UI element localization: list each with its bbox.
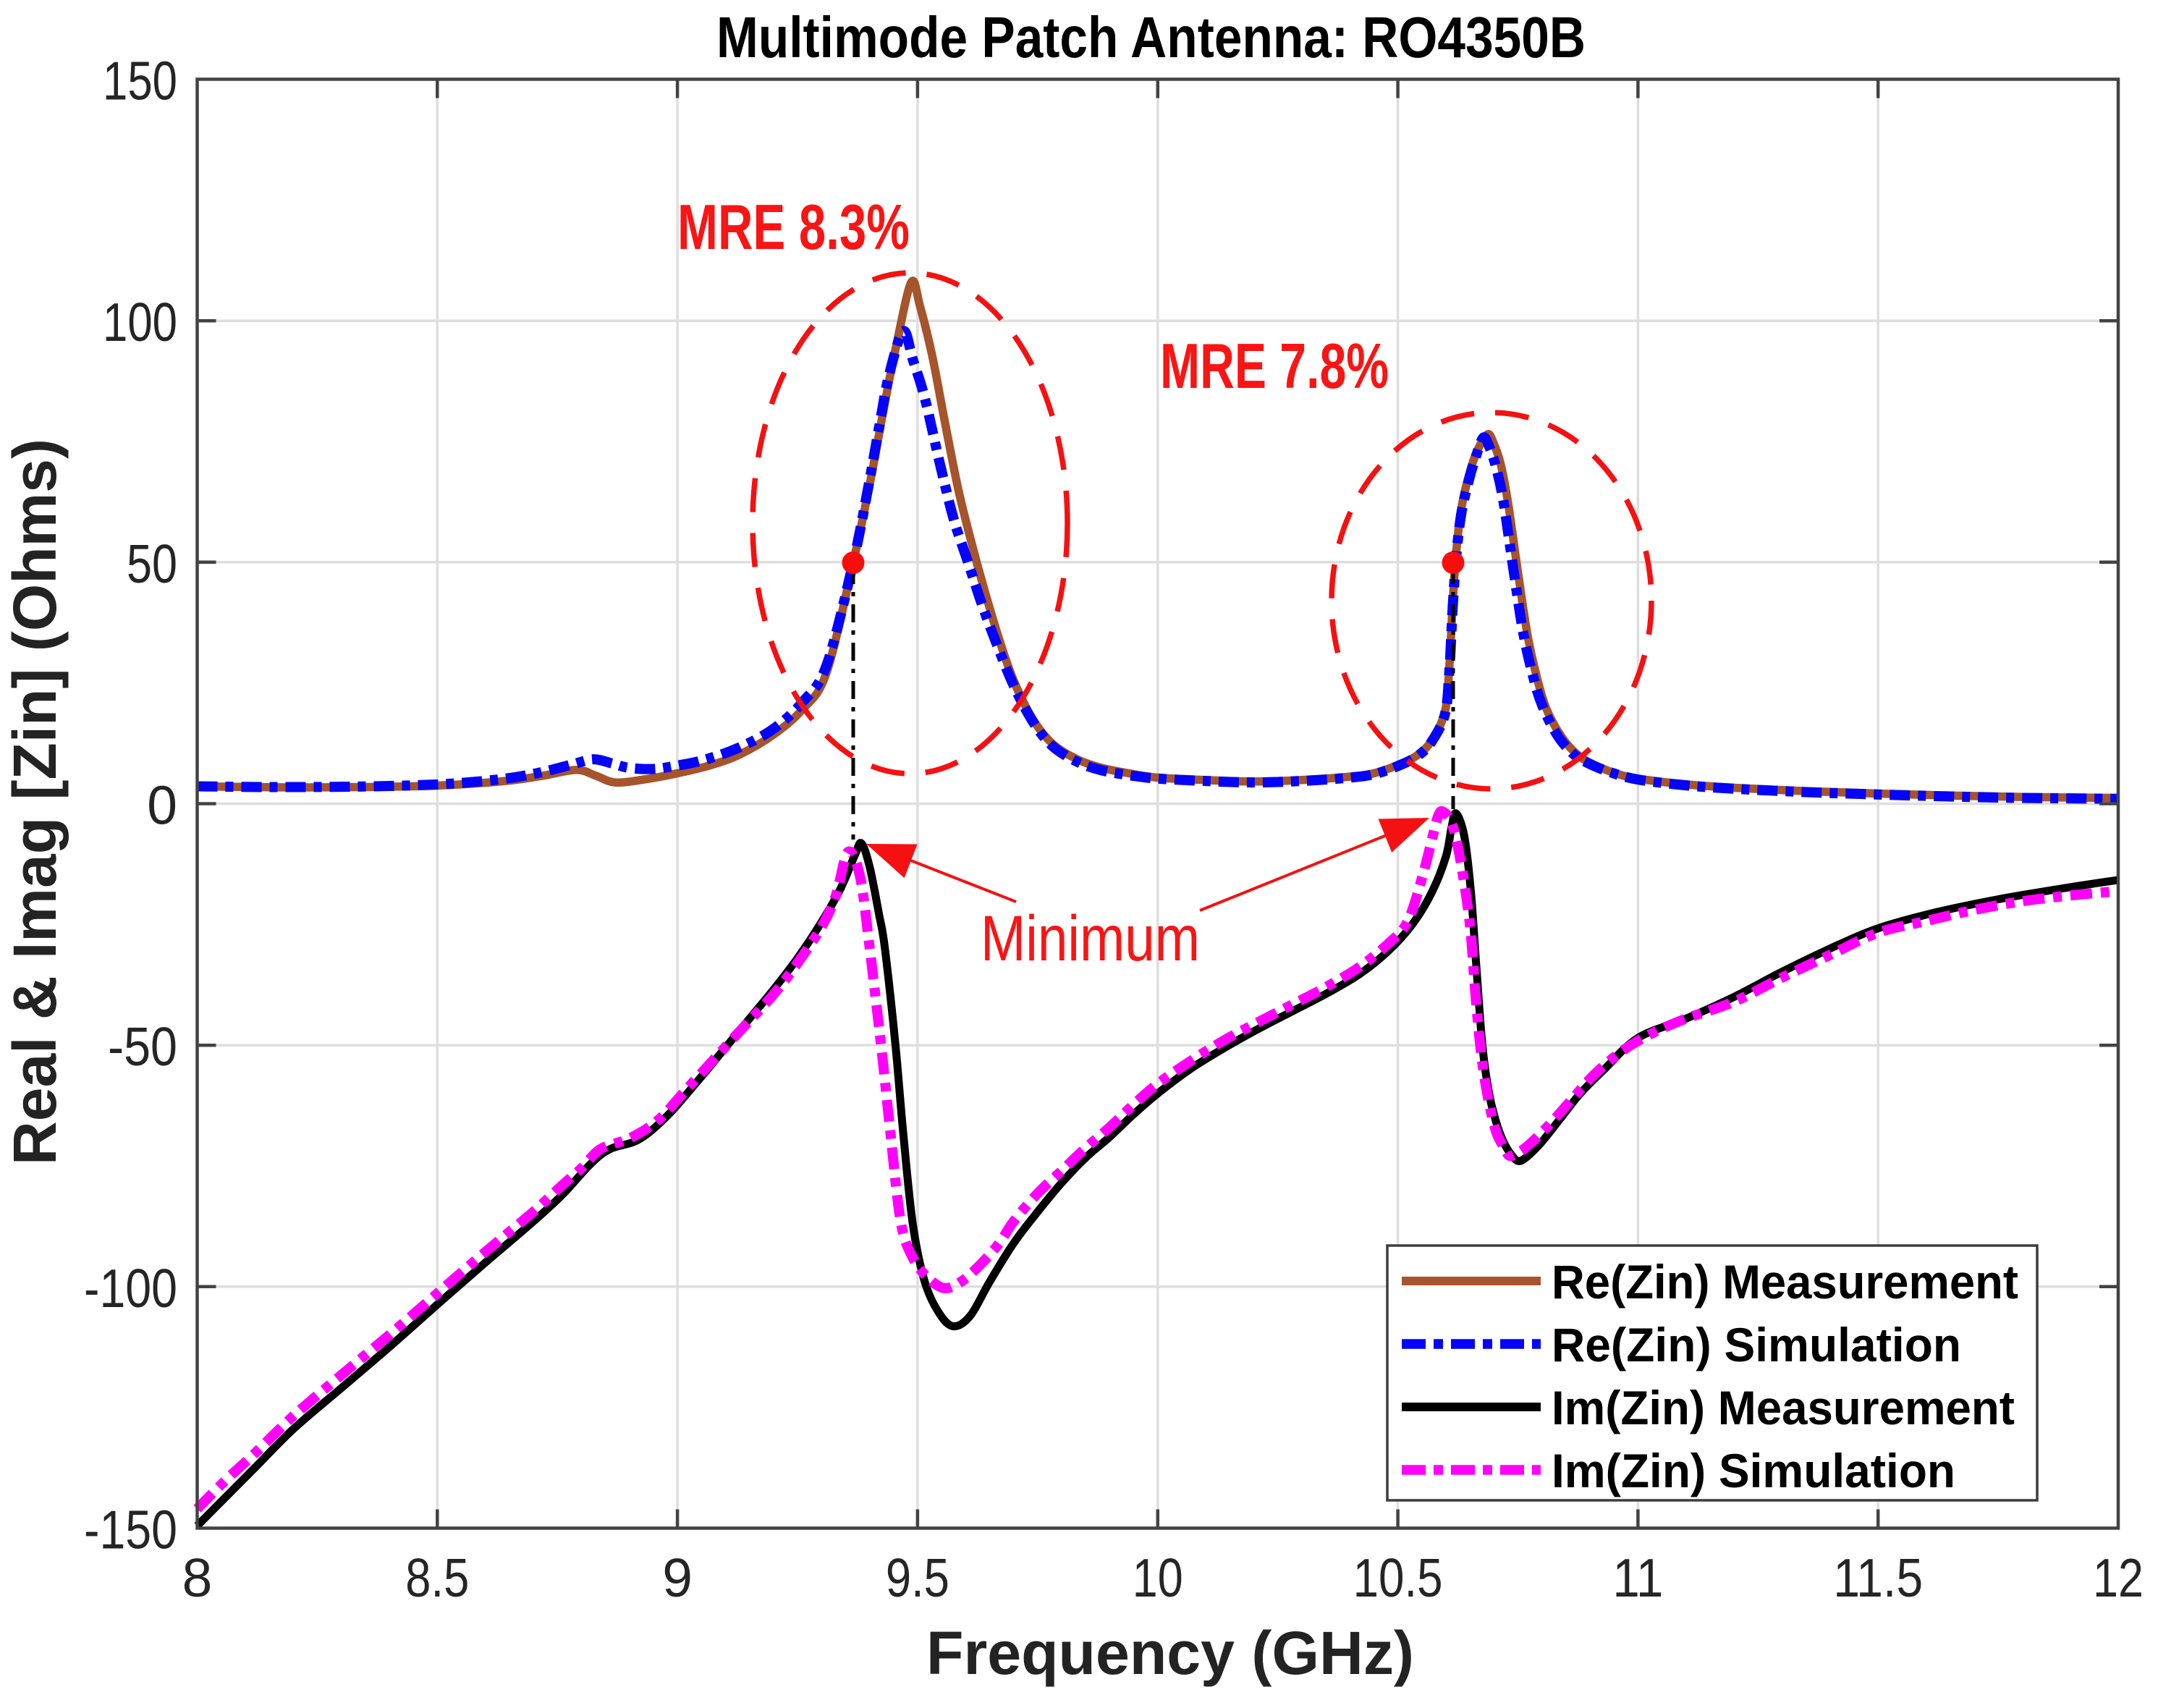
svg-text:10.5: 10.5 — [1353, 1547, 1443, 1608]
svg-text:Re(Zin) Measurement: Re(Zin) Measurement — [1552, 1255, 2018, 1309]
svg-text:0: 0 — [147, 775, 177, 836]
svg-text:11: 11 — [1612, 1547, 1663, 1608]
svg-text:8.5: 8.5 — [405, 1547, 469, 1608]
svg-text:50: 50 — [127, 533, 177, 594]
svg-text:Im(Zin) Measurement: Im(Zin) Measurement — [1552, 1381, 2015, 1434]
svg-text:Frequency (GHz): Frequency (GHz) — [926, 1619, 1414, 1687]
svg-text:11.5: 11.5 — [1833, 1547, 1923, 1608]
svg-text:9: 9 — [662, 1547, 693, 1608]
svg-text:10: 10 — [1133, 1547, 1183, 1608]
svg-text:Im(Zin) Simulation: Im(Zin) Simulation — [1552, 1444, 1955, 1497]
svg-text:Multimode Patch Antenna: RO435: Multimode Patch Antenna: RO4350B — [716, 5, 1586, 69]
svg-text:100: 100 — [103, 292, 177, 352]
svg-text:-100: -100 — [84, 1258, 177, 1319]
svg-text:Minimum: Minimum — [981, 902, 1200, 974]
svg-text:MRE 7.8%: MRE 7.8% — [1160, 330, 1389, 402]
svg-text:MRE 8.3%: MRE 8.3% — [677, 191, 910, 263]
svg-text:150: 150 — [103, 51, 177, 111]
svg-text:12: 12 — [2093, 1547, 2144, 1608]
svg-text:-50: -50 — [108, 1016, 177, 1077]
svg-text:8: 8 — [182, 1547, 213, 1608]
svg-text:Real & Imag [Zin] (Ohms): Real & Imag [Zin] (Ohms) — [1, 439, 69, 1165]
svg-text:Re(Zin) Simulation: Re(Zin) Simulation — [1552, 1318, 1961, 1371]
svg-text:9.5: 9.5 — [886, 1547, 949, 1608]
svg-text:-150: -150 — [84, 1500, 177, 1560]
